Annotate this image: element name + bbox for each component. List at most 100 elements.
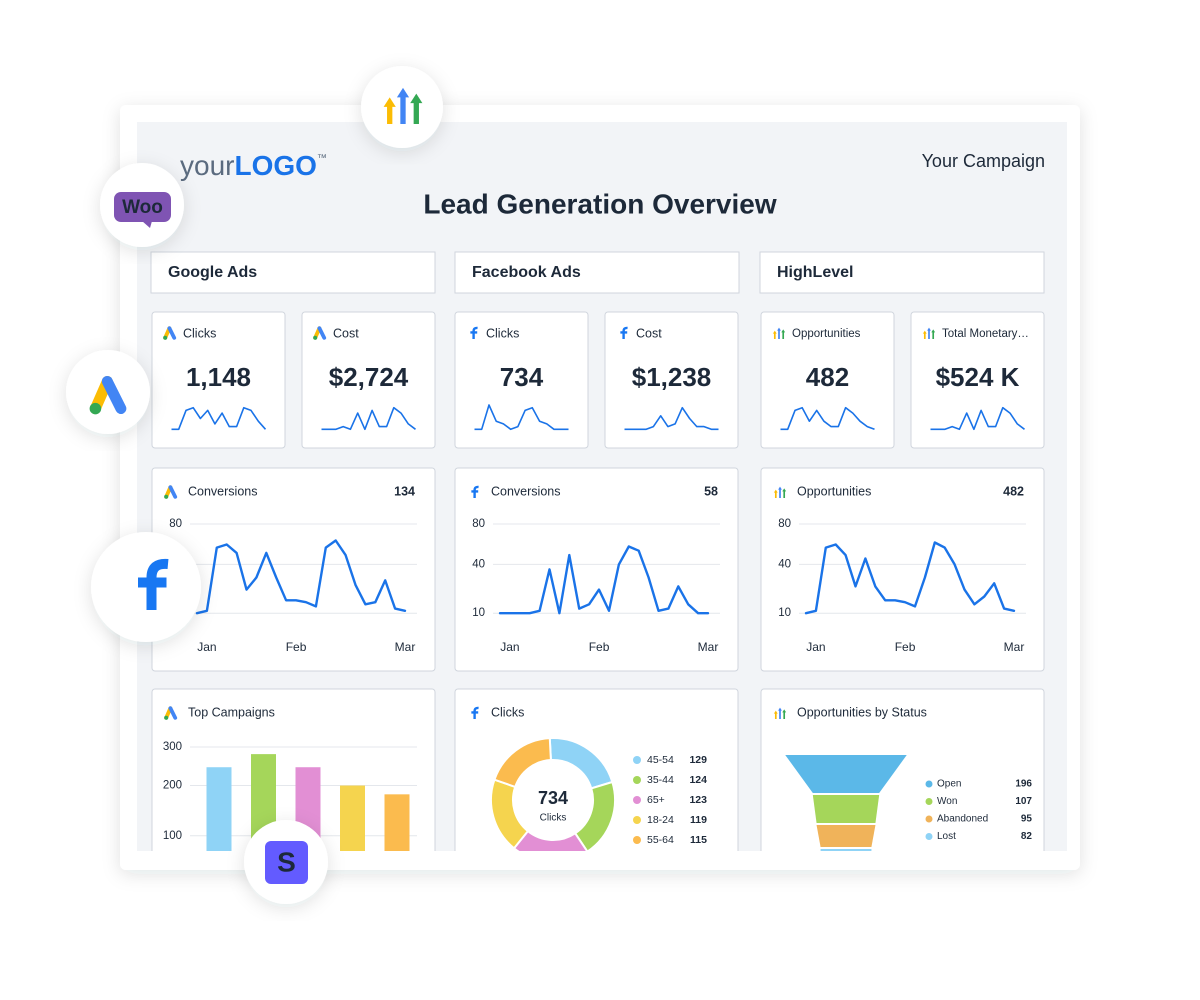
legend-label: 35-44 bbox=[647, 774, 674, 786]
facebook-icon bbox=[620, 326, 628, 339]
legend-label: Abandoned bbox=[937, 814, 988, 825]
legend-dot bbox=[633, 836, 641, 844]
legend-label: Open bbox=[937, 779, 961, 790]
campaign-name: Your Campaign bbox=[922, 151, 1045, 171]
section-header bbox=[454, 251, 740, 294]
google-ads-icon-part bbox=[313, 335, 318, 340]
bar bbox=[384, 794, 410, 851]
highlevel-icon-part bbox=[778, 486, 782, 490]
legend-value: 129 bbox=[689, 754, 707, 766]
chart-title: Conversions bbox=[188, 484, 257, 498]
sparkline bbox=[780, 406, 875, 431]
kpi-value: 734 bbox=[500, 362, 544, 392]
x-tick-label: Mar bbox=[395, 640, 416, 654]
line-series bbox=[195, 539, 407, 615]
y-tick-label: 200 bbox=[163, 780, 182, 792]
legend-dot bbox=[633, 756, 641, 764]
highlevel-icon-part bbox=[773, 710, 778, 714]
legend-dot bbox=[633, 816, 641, 824]
chart-title: Opportunities by Status bbox=[797, 705, 927, 719]
y-tick-label: 80 bbox=[778, 518, 791, 530]
sparkline bbox=[474, 404, 569, 431]
logo-brand: LOGO bbox=[234, 150, 316, 181]
donut-segment bbox=[493, 737, 552, 789]
y-tick-label: 10 bbox=[472, 607, 485, 619]
x-tick-label: Feb bbox=[895, 640, 916, 654]
chart-total: 482 bbox=[1003, 484, 1024, 498]
section-title: HighLevel bbox=[777, 264, 853, 281]
google-ads-icon-part bbox=[164, 494, 169, 499]
sparkline bbox=[321, 406, 416, 431]
legend-label: Lost bbox=[937, 831, 956, 842]
woo-badge-tail bbox=[142, 221, 152, 228]
legend-label: 18-24 bbox=[647, 814, 674, 826]
kpi-value: 482 bbox=[806, 362, 849, 392]
y-tick-label: 10 bbox=[778, 607, 791, 619]
chart-title: Top Campaigns bbox=[188, 705, 275, 719]
chart-total: 134 bbox=[394, 484, 415, 498]
woo-logo-text: Woo bbox=[122, 197, 163, 218]
chart-title: Clicks bbox=[491, 705, 524, 719]
section-header bbox=[150, 251, 436, 294]
x-tick-label: Feb bbox=[589, 640, 610, 654]
donut-center-value: 734 bbox=[538, 788, 568, 808]
woo-badge bbox=[114, 192, 171, 222]
kpi-label: Clicks bbox=[486, 326, 519, 340]
legend-dot bbox=[925, 798, 933, 805]
google-ads-icon-part bbox=[167, 326, 177, 340]
google-ads-icon-part bbox=[101, 375, 127, 415]
funnel-stage bbox=[812, 795, 880, 823]
kpi-label: Cost bbox=[333, 326, 359, 340]
x-tick-label: Mar bbox=[1004, 640, 1025, 654]
google-ads-icon-part bbox=[163, 335, 168, 340]
legend-value: 123 bbox=[689, 794, 707, 806]
highlevel-icon-part bbox=[772, 330, 777, 334]
logo-mark: ™ bbox=[317, 153, 327, 164]
bar bbox=[206, 767, 232, 851]
card bbox=[454, 311, 589, 449]
kpi-label: Total Monetary… bbox=[942, 328, 1029, 340]
facebook-icon bbox=[138, 558, 169, 610]
sparkline bbox=[171, 406, 267, 431]
kpi-value: 1,148 bbox=[186, 362, 251, 392]
sparkline bbox=[624, 406, 719, 431]
chart-total: 58 bbox=[704, 484, 718, 498]
google-ads-icon-part bbox=[168, 485, 178, 499]
stripe-logo-text: S bbox=[277, 846, 296, 877]
highlevel-icon-part bbox=[931, 329, 936, 333]
highlevel-icon-part bbox=[396, 87, 410, 98]
kpi-value: $2,724 bbox=[329, 362, 409, 392]
x-tick-label: Jan bbox=[197, 640, 216, 654]
donut-center-label: Clicks bbox=[540, 813, 567, 824]
card bbox=[760, 467, 1045, 672]
legend-dot bbox=[925, 815, 933, 823]
integration-icons: Woo S bbox=[66, 66, 443, 904]
bar bbox=[340, 785, 365, 851]
section-header bbox=[759, 251, 1045, 294]
card bbox=[454, 467, 739, 672]
highlevel-icon-part bbox=[410, 93, 423, 104]
legend-label: 55-64 bbox=[647, 834, 674, 846]
highlevel-icon-part bbox=[778, 707, 782, 711]
stripe-badge bbox=[265, 841, 308, 884]
legend-label: 45-54 bbox=[647, 754, 674, 766]
highlevel-icon-part bbox=[777, 327, 781, 331]
facebook-icon bbox=[471, 706, 479, 719]
legend-value: 95 bbox=[1021, 814, 1033, 825]
legend-value: 115 bbox=[690, 834, 707, 846]
funnel-stage bbox=[816, 825, 876, 847]
logo-prefix: your bbox=[180, 150, 234, 181]
chart-title: Opportunities bbox=[797, 484, 871, 498]
section-title: Facebook Ads bbox=[472, 264, 581, 281]
legend-value: 124 bbox=[689, 774, 707, 786]
section-title: Google Ads bbox=[168, 264, 257, 281]
highlevel-icon-part bbox=[782, 488, 787, 492]
card bbox=[604, 311, 739, 449]
x-tick-label: Jan bbox=[500, 640, 519, 654]
kpi-label: Clicks bbox=[183, 326, 216, 340]
sparkline bbox=[930, 406, 1025, 431]
x-tick-label: Feb bbox=[286, 640, 307, 654]
google-ads-icon-part bbox=[317, 326, 327, 340]
